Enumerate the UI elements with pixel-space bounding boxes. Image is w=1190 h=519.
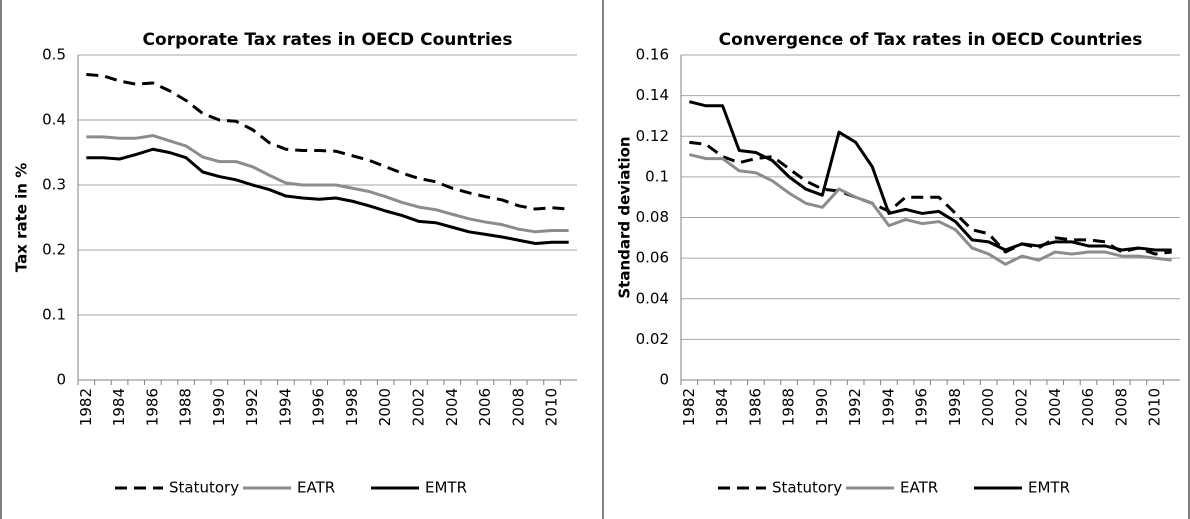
x-tick-label: 1998 bbox=[946, 388, 964, 426]
series-line bbox=[86, 147, 569, 245]
y-tick-label: 0.2 bbox=[42, 241, 66, 259]
x-tick-label: 2000 bbox=[979, 388, 997, 426]
x-tick-label: 1994 bbox=[276, 388, 294, 426]
legend-label: EMTR bbox=[1028, 479, 1070, 497]
y-tick-label: 0.06 bbox=[636, 249, 669, 267]
x-tick-label: 2002 bbox=[1012, 388, 1030, 426]
x-tick-label: 1996 bbox=[310, 388, 328, 426]
y-tick-label: 0.02 bbox=[636, 330, 669, 348]
x-tick-label: 1982 bbox=[77, 388, 95, 426]
series-line bbox=[689, 140, 1172, 256]
y-axis-label: Tax rate in % bbox=[13, 163, 31, 272]
x-tick-label: 2010 bbox=[1146, 388, 1164, 426]
y-tick-label: 0.1 bbox=[42, 306, 66, 324]
y-tick-label: 0.04 bbox=[636, 289, 669, 307]
x-tick-label: 2006 bbox=[1079, 388, 1097, 426]
y-axis-label: Standard deviation bbox=[616, 136, 634, 298]
y-tick-label: 0.16 bbox=[636, 46, 669, 64]
x-tick-label: 1984 bbox=[110, 388, 128, 426]
x-tick-label: 1994 bbox=[879, 388, 897, 426]
x-tick-label: 1982 bbox=[680, 388, 698, 426]
x-tick-label: 2000 bbox=[376, 388, 394, 426]
series-line bbox=[688, 153, 1172, 266]
y-tick-label: 0.12 bbox=[636, 127, 669, 145]
legend-label: Statutory bbox=[772, 479, 842, 497]
x-tick-label: 1986 bbox=[746, 388, 764, 426]
x-tick-label: 1988 bbox=[177, 388, 195, 426]
series-line bbox=[86, 73, 569, 211]
x-tick-label: 1996 bbox=[913, 388, 931, 426]
x-tick-label: 2004 bbox=[1046, 388, 1064, 426]
x-tick-label: 2008 bbox=[509, 388, 527, 426]
x-tick-label: 2006 bbox=[476, 388, 494, 426]
x-tick-label: 1998 bbox=[343, 388, 361, 426]
x-tick-label: 1984 bbox=[713, 388, 731, 426]
y-tick-label: 0 bbox=[56, 371, 66, 389]
y-tick-label: 0.1 bbox=[645, 167, 669, 185]
chart-title: Convergence of Tax rates in OECD Countri… bbox=[719, 30, 1143, 50]
x-tick-label: 1990 bbox=[210, 388, 228, 426]
y-tick-label: 0.4 bbox=[42, 111, 66, 129]
x-tick-label: 1986 bbox=[143, 388, 161, 426]
legend-label: EATR bbox=[900, 479, 938, 497]
x-tick-label: 2002 bbox=[409, 388, 427, 426]
legend-label: EATR bbox=[297, 479, 335, 497]
x-tick-label: 2010 bbox=[543, 388, 561, 426]
y-tick-label: 0.08 bbox=[636, 208, 669, 226]
x-tick-label: 1992 bbox=[846, 388, 864, 426]
chart-title: Corporate Tax rates in OECD Countries bbox=[143, 30, 513, 50]
y-tick-label: 0.14 bbox=[636, 86, 669, 104]
y-tick-label: 0.3 bbox=[42, 176, 66, 194]
x-tick-label: 2008 bbox=[1112, 388, 1130, 426]
x-tick-label: 1988 bbox=[780, 388, 798, 426]
legend-label: Statutory bbox=[169, 479, 239, 497]
y-tick-label: 0.5 bbox=[42, 46, 66, 64]
series-line bbox=[688, 100, 1172, 252]
x-tick-label: 1990 bbox=[813, 388, 831, 426]
x-tick-label: 2004 bbox=[443, 388, 461, 426]
x-tick-label: 1992 bbox=[243, 388, 261, 426]
series-line bbox=[86, 134, 569, 234]
legend-label: EMTR bbox=[425, 479, 467, 497]
y-tick-label: 0 bbox=[659, 371, 669, 389]
